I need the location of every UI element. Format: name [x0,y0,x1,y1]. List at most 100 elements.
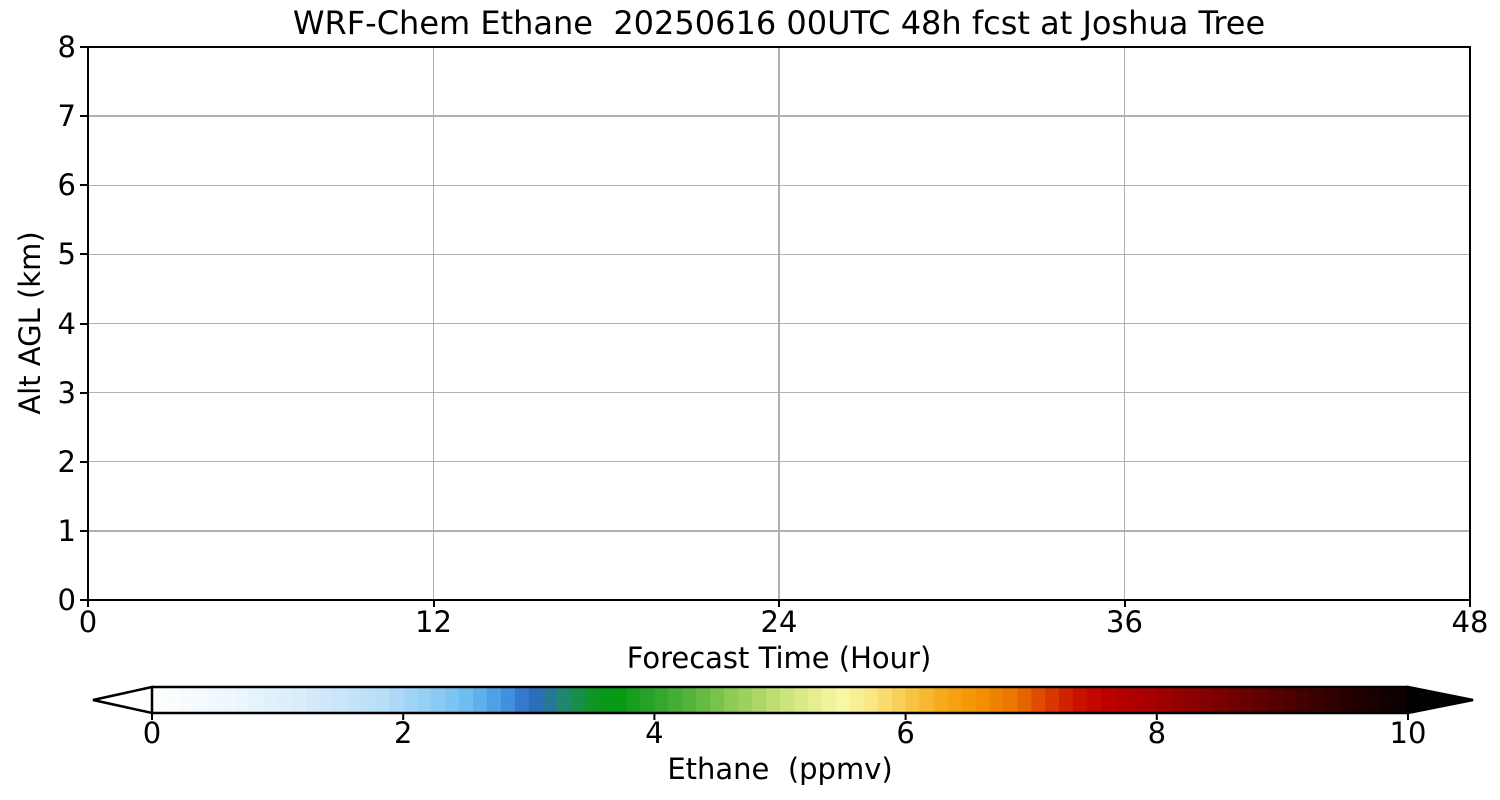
colorbar-segment [375,687,390,713]
colorbar-segment [640,687,655,713]
colorbar-segment [975,687,990,713]
colorbar-segment [626,687,642,713]
colorbar-segment [1073,687,1088,713]
colorbar-segment [849,687,865,713]
colorbar-segment [1226,687,1242,713]
colorbar-segment [891,687,907,713]
colorbar-segment [1114,687,1130,713]
colorbar-segment [361,687,376,713]
colorbar-segment [905,687,921,713]
gridline-horizontal [88,322,1470,325]
colorbar-segment [486,687,502,713]
x-tick-mark [87,600,89,607]
gridline-horizontal [88,530,1470,532]
colorbar-segment [1380,687,1395,713]
x-tick-mark [1469,600,1471,607]
y-tick-label: 6 [57,168,76,203]
colorbar-segment [738,687,753,713]
colorbar-segment [919,687,935,713]
colorbar-segment [319,687,335,713]
colorbar-segment [249,687,265,713]
x-tick-label: 48 [1451,605,1489,639]
colorbar-segment [766,687,781,713]
colorbar-over-arrow [1406,685,1474,715]
colorbar-segment [277,687,293,713]
colorbar-segment [528,687,544,713]
colorbar-segment [235,687,251,713]
colorbar-segment [780,687,795,713]
gridline-horizontal [88,391,1470,394]
colorbar-segment [1366,687,1381,713]
y-tick-label: 5 [57,237,76,272]
x-tick-label: 36 [1106,605,1143,639]
colorbar-segment [793,687,809,713]
colorbar-segment [821,687,837,713]
colorbar-segment [152,687,167,713]
colorbar-segment [570,687,586,713]
colorbar-segment [1184,687,1200,713]
colorbar-segment [1282,687,1297,713]
colorbar-segment [1254,687,1270,713]
colorbar-segment [752,687,767,713]
colorbar-segment [459,687,474,713]
y-tick-mark [80,391,88,394]
colorbar-segment [947,687,963,713]
colorbar-segment [179,687,195,713]
colorbar-segment [1045,687,1060,713]
colorbar-segment [291,687,307,713]
y-tick-mark [80,322,88,325]
colorbar-segment [445,687,460,713]
x-tick-mark [1123,600,1126,607]
colorbar-segment [1268,687,1283,713]
y-tick-mark [80,184,88,187]
chart-title: WRF-Chem Ethane 20250616 00UTC 48h fcst … [292,4,1266,42]
colorbar-segment [668,687,683,713]
colorbar-segment [1352,687,1367,713]
colorbar-segment [1059,687,1074,713]
colorbar-segment [710,687,725,713]
gridline-horizontal [88,461,1470,463]
colorbar-segment [1142,687,1158,713]
colorbar-segment [556,687,572,713]
y-tick-label: 4 [57,306,76,341]
x-tick-label: 0 [78,605,98,639]
colorbar-segment [682,687,697,713]
colorbar-segment [835,687,851,713]
colorbar-segment [1100,687,1116,713]
y-tick-mark [80,253,88,256]
colorbar-segment [472,687,488,713]
colorbar-tick-label: 2 [393,716,413,750]
plot-area [87,46,1471,601]
gridline-horizontal [88,184,1470,186]
colorbar-segment [347,687,362,713]
colorbar-segment [542,687,558,713]
colorbar-segment [1198,687,1214,713]
gridline-horizontal [88,115,1470,117]
y-tick-mark [80,46,88,48]
x-tick-label: 24 [760,605,798,639]
colorbar-segment [1296,687,1311,713]
colorbar-segment [263,687,279,713]
colorbar-segment [221,687,237,713]
colorbar-segment [1031,687,1046,713]
colorbar-segment [514,687,530,713]
colorbar-segment [989,687,1004,713]
colorbar-segment [1017,687,1032,713]
x-tick-label: 12 [415,605,452,639]
x-tick-mark [778,600,780,607]
colorbar-segment [1394,687,1409,713]
colorbar-tick-label: 6 [896,716,915,750]
colorbar-tick-label: 10 [1389,716,1427,750]
colorbar-segment [696,687,711,713]
colorbar-under-arrow [92,685,154,715]
colorbar-segment [807,687,823,713]
colorbar-tick-label: 4 [645,716,664,750]
colorbar-segment [193,687,209,713]
colorbar-segment [724,687,739,713]
colorbar-segment [500,687,516,713]
colorbar-segment [1240,687,1256,713]
colorbar-segment [1310,687,1325,713]
colorbar-segment [877,687,893,713]
y-tick-mark [80,460,88,463]
